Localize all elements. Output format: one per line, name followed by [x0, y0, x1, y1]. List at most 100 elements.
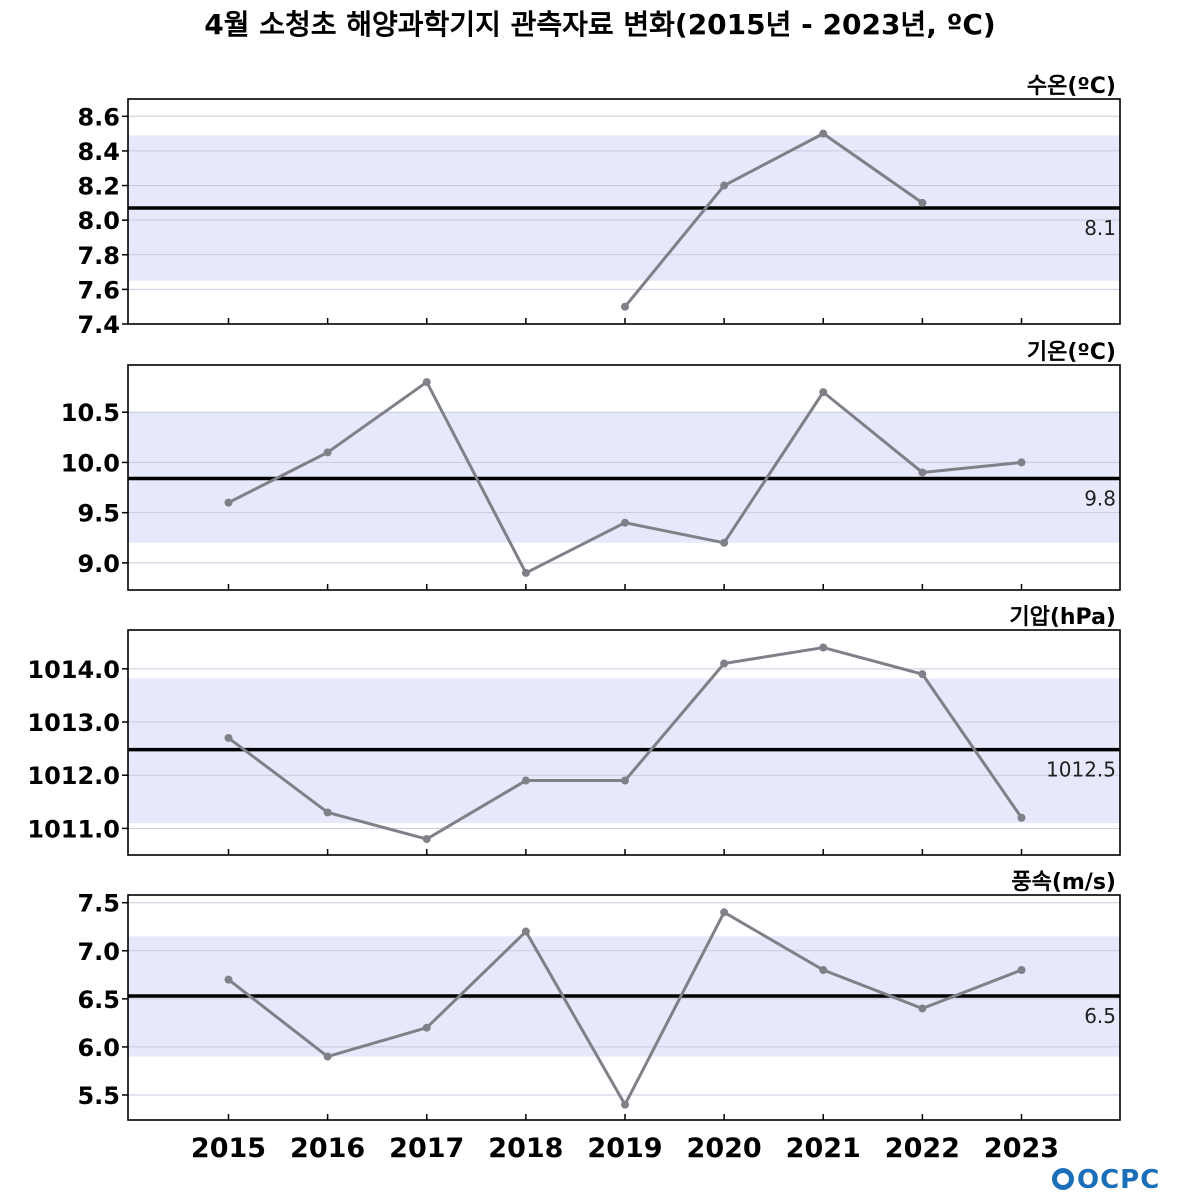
series-segment — [227, 736, 330, 814]
x-tick-label: 2016 — [290, 1133, 365, 1164]
data-point — [521, 927, 530, 936]
chart-title: 4월 소청초 해양과학기지 관측자료 변화(2015년 - 2023년, ºC) — [204, 8, 995, 41]
series-segment — [623, 662, 726, 783]
mean-value-label: 1012.5 — [1046, 758, 1116, 782]
y-tick-label: 10.0 — [61, 449, 120, 477]
mean-value-label: 9.8 — [1084, 487, 1116, 511]
y-tick-label: 7.6 — [77, 276, 120, 304]
data-point — [621, 302, 629, 311]
data-point — [621, 518, 629, 527]
x-tick-label: 2021 — [786, 1133, 861, 1164]
panel-label: 풍속(m/s) — [1011, 870, 1116, 895]
data-point — [422, 1023, 431, 1032]
series-segment — [326, 810, 429, 841]
data-point — [323, 448, 332, 457]
series-segment — [425, 930, 528, 1030]
panel-1: 9.0 9.5 10.0 10.5 기온(ºC) 9.8 — [61, 340, 1121, 591]
data-point — [918, 670, 927, 679]
series-segment — [821, 646, 924, 676]
panel-2: 1011.0 1012.0 1013.0 1014.0 기압(hPa) 1012.5 — [27, 605, 1121, 856]
y-tick-label: 7.8 — [77, 242, 120, 270]
chart-panels: 7.4 7.6 7.8 8.0 8.2 8.4 8.6 수온(ºC) 8.1 9.0 9.5 10.0… — [27, 74, 1121, 1164]
panel-label: 기압(hPa) — [1009, 605, 1116, 630]
x-tick-label: 2019 — [587, 1133, 662, 1164]
data-point — [224, 975, 233, 984]
panel-plot-area — [128, 643, 1120, 844]
x-tick-label: 2022 — [885, 1133, 960, 1164]
data-point — [1017, 966, 1026, 974]
data-point — [422, 835, 431, 844]
data-point — [819, 643, 828, 652]
data-point — [819, 966, 828, 974]
series-segment — [326, 380, 429, 454]
data-point — [224, 733, 233, 742]
panel-plot-area — [128, 115, 1120, 324]
x-tick-label: 2023 — [984, 1133, 1059, 1164]
series-segment — [524, 930, 627, 1107]
panel-plot-area — [128, 378, 1120, 577]
data-point — [621, 776, 629, 785]
panel-label: 수온(ºC) — [1027, 74, 1116, 99]
panel-frame — [127, 98, 1121, 325]
series-segment — [722, 646, 825, 666]
series-segment — [722, 910, 825, 972]
series-segment — [425, 779, 528, 841]
y-tick-label: 6.5 — [77, 986, 120, 1014]
x-tick-label: 2018 — [488, 1133, 563, 1164]
logo-globe-inner-icon — [1057, 1173, 1069, 1185]
data-point — [720, 538, 729, 547]
y-tick-label: 1012.0 — [27, 762, 120, 790]
series-segment — [821, 968, 924, 1010]
panel-frame — [127, 364, 1121, 591]
mean-value-label: 6.5 — [1084, 1004, 1116, 1028]
data-point — [323, 808, 332, 817]
y-tick-label: 7.0 — [77, 938, 120, 966]
data-point — [323, 1052, 332, 1061]
y-tick-label: 8.0 — [77, 207, 120, 235]
series-segment — [821, 390, 924, 474]
data-point — [720, 659, 729, 668]
panel-frame — [127, 629, 1121, 856]
logo-text: OCPC — [1077, 1165, 1160, 1195]
panel-plot-area — [128, 902, 1120, 1109]
y-tick-label: 8.2 — [77, 173, 120, 201]
y-tick-label: 7.5 — [77, 890, 120, 918]
data-point — [918, 198, 927, 207]
data-point — [1017, 458, 1026, 467]
y-tick-label: 9.5 — [77, 500, 120, 528]
data-point — [224, 498, 233, 507]
mean-value-label: 8.1 — [1084, 216, 1116, 240]
series-segment — [227, 450, 330, 505]
series-segment — [722, 390, 825, 545]
panel-3: 5.5 6.0 6.5 7.0 7.5 풍속(m/s) 6.5 2015 2016 2017 201… — [77, 870, 1121, 1164]
y-tick-label: 9.0 — [77, 550, 120, 578]
x-tick-label: 2017 — [389, 1133, 464, 1164]
series-segment — [920, 968, 1023, 1010]
y-tick-label: 6.0 — [77, 1034, 120, 1062]
series-segment — [623, 521, 726, 545]
panel-frame — [127, 894, 1121, 1121]
y-tick-label: 1011.0 — [27, 815, 120, 843]
data-point — [720, 181, 729, 190]
x-tick-label: 2015 — [191, 1133, 266, 1164]
data-point — [422, 378, 431, 387]
y-tick-label: 1014.0 — [27, 656, 120, 684]
y-tick-label: 5.5 — [77, 1082, 120, 1110]
data-point — [918, 468, 927, 477]
y-tick-label: 8.4 — [77, 138, 120, 166]
series-segment — [326, 1026, 429, 1059]
x-tick-label: 2020 — [687, 1133, 762, 1164]
y-tick-label: 10.5 — [61, 399, 120, 427]
series-segment — [623, 910, 726, 1107]
series-segment — [920, 672, 1023, 820]
series-segment — [227, 978, 330, 1059]
panel-label: 기온(ºC) — [1027, 340, 1116, 365]
data-point — [918, 1004, 927, 1013]
data-point — [521, 568, 530, 577]
panel-0: 7.4 7.6 7.8 8.0 8.2 8.4 8.6 수온(ºC) 8.1 — [77, 74, 1121, 339]
data-point — [521, 776, 530, 785]
series-segment — [920, 460, 1023, 474]
series-segment — [524, 521, 627, 575]
ocpc-logo: OCPC — [1052, 1165, 1160, 1195]
